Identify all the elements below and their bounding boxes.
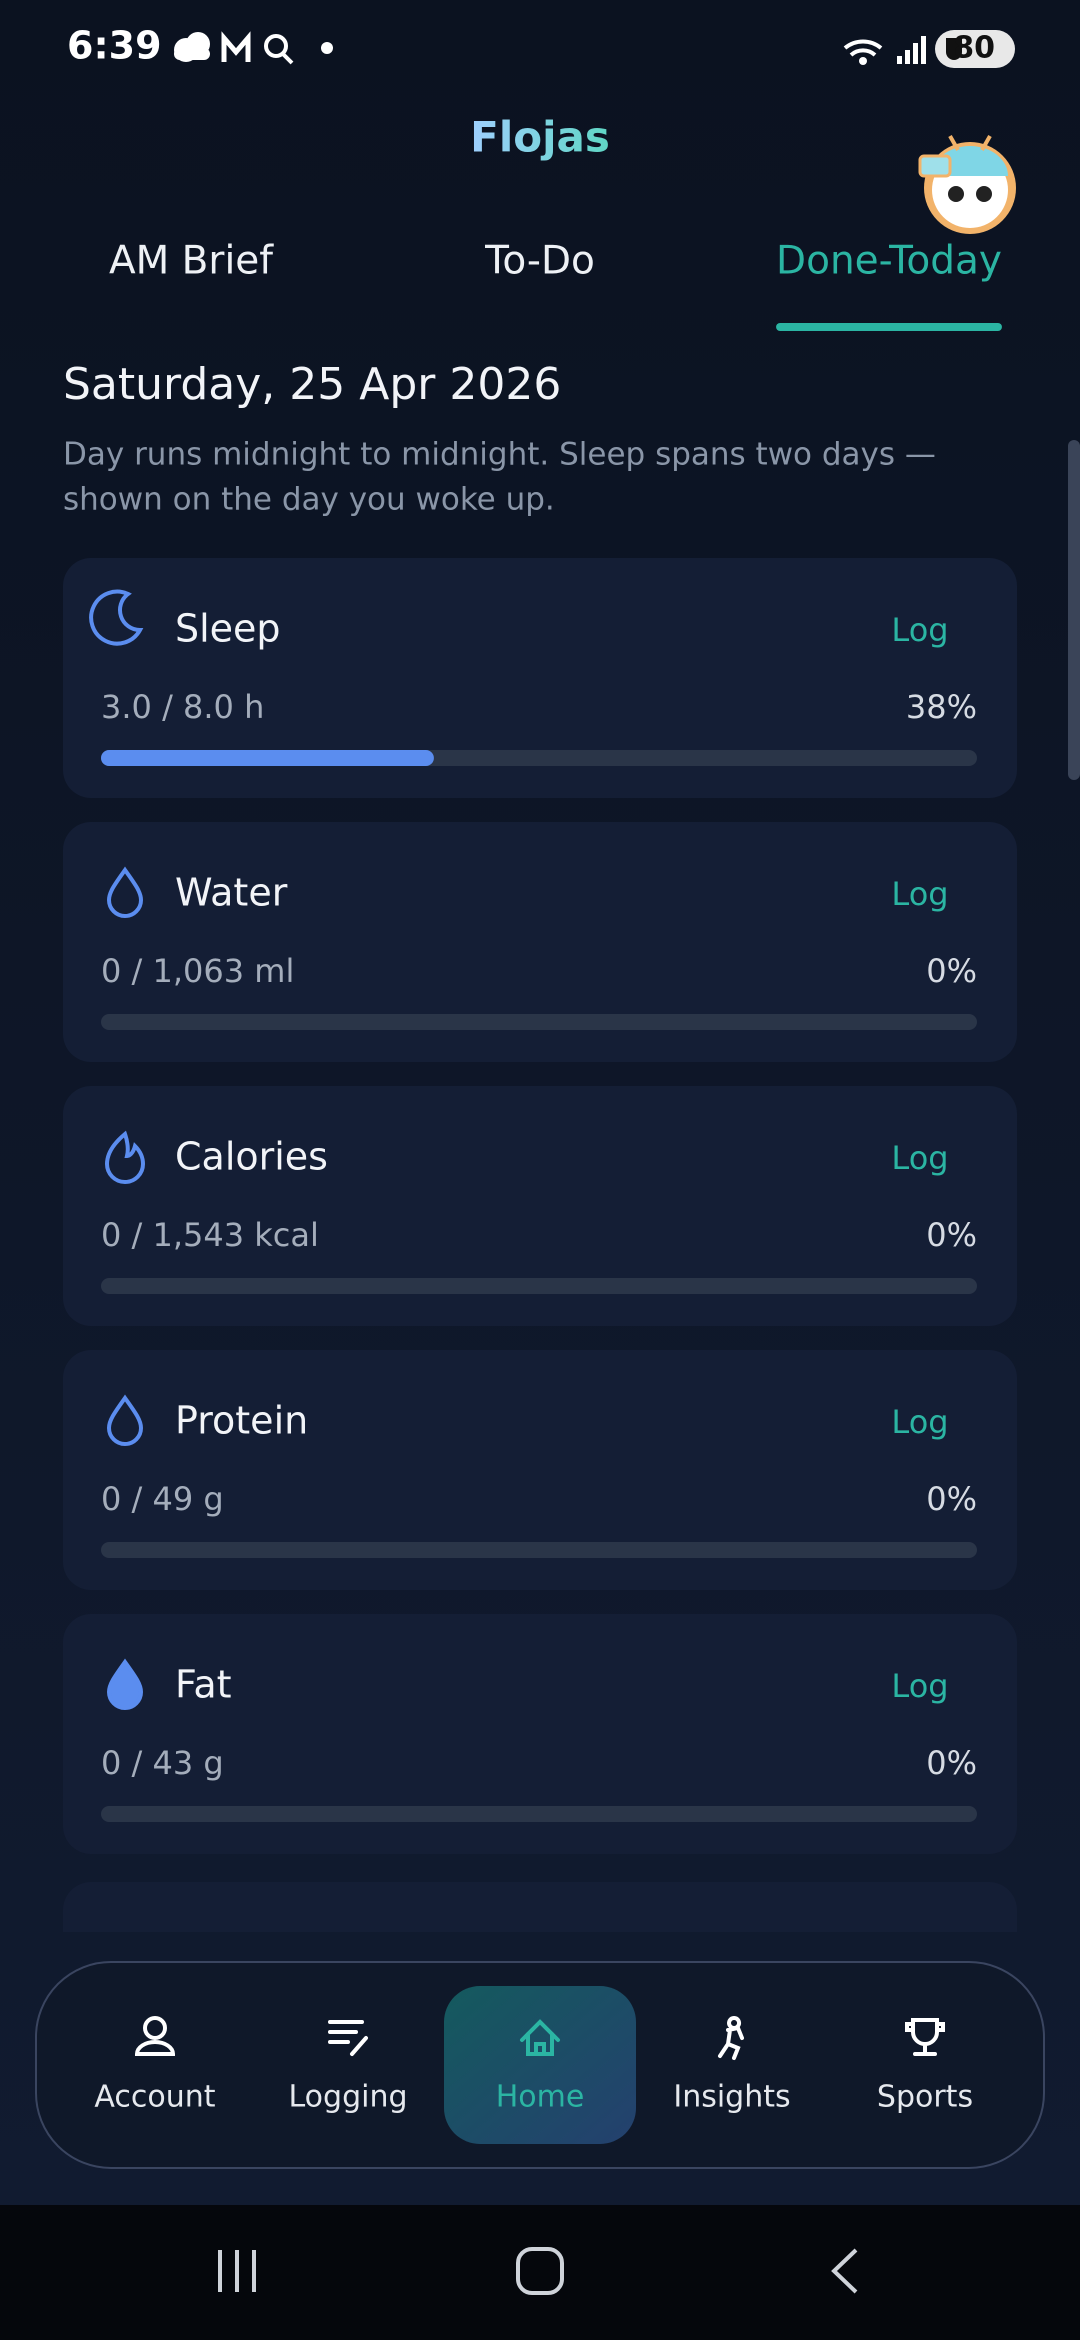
percent: 38% <box>906 688 977 726</box>
progress-track <box>101 1542 977 1558</box>
card-bg <box>63 1086 1017 1326</box>
progress-text: 0 / 43 g <box>101 1744 224 1782</box>
card-icon <box>89 589 144 646</box>
card-title: Water <box>175 871 288 915</box>
percent: 0% <box>926 1480 977 1518</box>
progress-fill <box>101 750 434 766</box>
log-button[interactable]: Log <box>891 1667 948 1705</box>
app-title: Flojas <box>470 113 610 162</box>
tab-indicator <box>776 323 1002 331</box>
progress-track <box>101 1014 977 1030</box>
day-note: Day runs midnight to midnight. Sleep spa… <box>63 437 936 473</box>
nav-label[interactable]: Logging <box>288 2080 407 2115</box>
card: Calories Log 0 / 1,543 kcal 0% <box>63 1086 1017 1326</box>
progress-text: 0 / 1,063 ml <box>101 952 294 990</box>
progress-text: 0 / 1,543 kcal <box>101 1216 319 1254</box>
card: Water Log 0 / 1,063 ml 0% <box>63 822 1017 1062</box>
card-title: Calories <box>175 1135 328 1179</box>
status-icons <box>174 30 1015 68</box>
card-icon <box>104 1130 146 1184</box>
progress-track <box>101 1278 977 1294</box>
card-icon <box>106 1658 144 1710</box>
nav-label[interactable]: Account <box>94 2080 215 2115</box>
tab[interactable]: Done-Today <box>776 239 1002 284</box>
card-title: Fat <box>175 1663 232 1707</box>
nav-icon[interactable] <box>905 2018 945 2056</box>
battery-level: 80 <box>953 31 995 66</box>
card: Protein Log 0 / 49 g 0% <box>63 1350 1017 1590</box>
system-nav <box>0 2205 1080 2340</box>
mascot[interactable] <box>918 135 1016 234</box>
log-button[interactable]: Log <box>891 1139 948 1177</box>
nav-icon[interactable] <box>718 2016 744 2060</box>
card-bg <box>63 1614 1017 1854</box>
tab[interactable]: To-Do <box>484 239 595 284</box>
card: Fat Log 0 / 43 g 0% <box>63 1614 1017 1854</box>
nav-label[interactable]: Insights <box>673 2080 790 2115</box>
progress-text: 3.0 / 8.0 h <box>101 688 264 726</box>
progress-track <box>101 1806 977 1822</box>
card-bg <box>63 558 1017 798</box>
percent: 0% <box>926 1744 977 1782</box>
nav-label[interactable]: Sports <box>877 2080 973 2115</box>
system-buttons[interactable] <box>218 2247 858 2295</box>
card-bg <box>63 1350 1017 1590</box>
card-title: Protein <box>175 1399 308 1443</box>
progress-text: 0 / 49 g <box>101 1480 224 1518</box>
nav-icon[interactable] <box>134 2016 176 2056</box>
card-title: Sleep <box>175 607 281 651</box>
day-note: shown on the day you woke up. <box>63 482 555 518</box>
scrollbar <box>1068 440 1080 780</box>
log-button[interactable]: Log <box>891 1403 948 1441</box>
nav-icon[interactable] <box>328 2020 368 2056</box>
card-icon <box>106 1394 144 1446</box>
percent: 0% <box>926 952 977 990</box>
nav-active-bg <box>444 1986 636 2144</box>
date-heading: Saturday, 25 Apr 2026 <box>63 359 561 410</box>
log-button[interactable]: Log <box>891 875 948 913</box>
status-time: 6:39 <box>67 24 162 68</box>
tab[interactable]: AM Brief <box>109 239 274 284</box>
nav-label[interactable]: Home <box>496 2080 585 2115</box>
card-icon <box>106 866 144 918</box>
card-bg <box>63 822 1017 1062</box>
card <box>63 1882 1017 1932</box>
nav-icon[interactable] <box>520 2019 560 2056</box>
percent: 0% <box>926 1216 977 1254</box>
card: Sleep Log 3.0 / 8.0 h 38% <box>63 558 1017 798</box>
log-button[interactable]: Log <box>891 611 948 649</box>
